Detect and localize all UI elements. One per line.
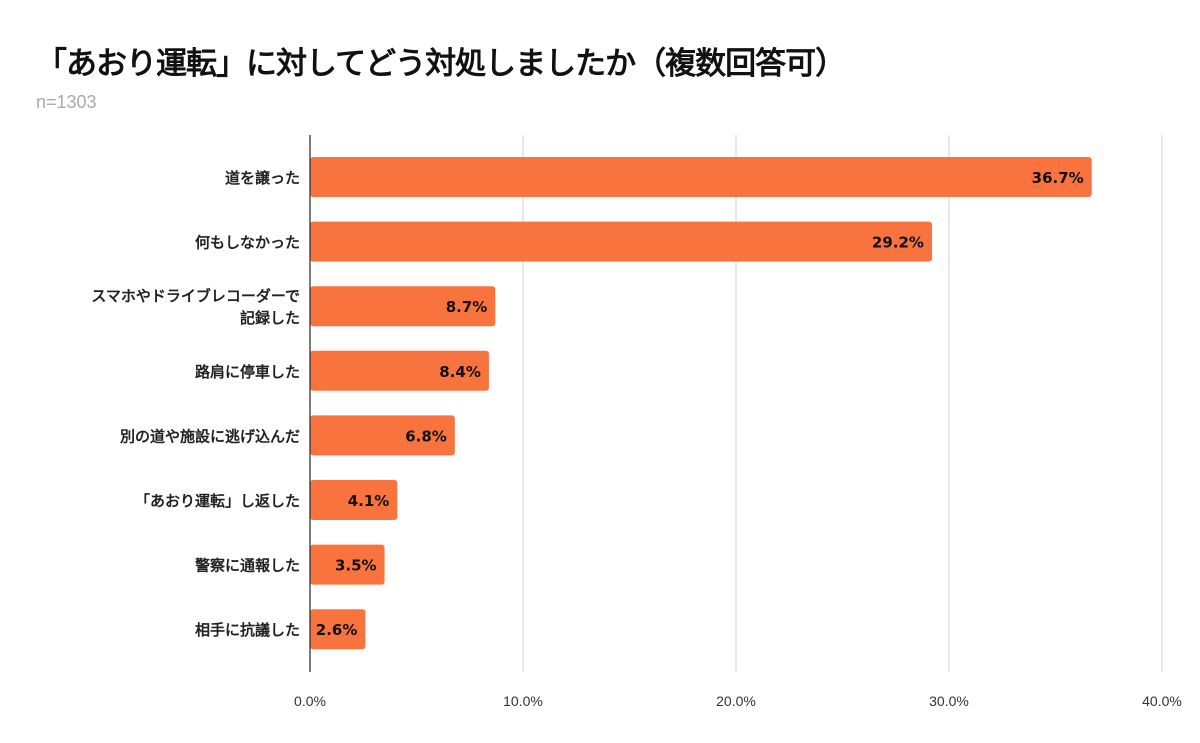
bar xyxy=(310,480,398,520)
bar xyxy=(310,286,496,327)
category-label-line: 「あおり運転」し返した xyxy=(135,492,300,510)
x-tick-label: 30.0% xyxy=(929,693,969,709)
category-label: スマホやドライブレコーダーで記録した xyxy=(91,287,300,327)
x-tick-label: 0.0% xyxy=(294,693,326,709)
category-label: 警察に通報した xyxy=(194,557,300,575)
category-label: 別の道や施設に逃げ込んだ xyxy=(119,427,300,445)
bar xyxy=(310,221,932,262)
category-label-line: 警察に通報した xyxy=(194,557,300,575)
category-label-line: 路肩に停車した xyxy=(195,363,300,381)
x-tick-label: 10.0% xyxy=(503,693,543,709)
x-tick-label: 40.0% xyxy=(1142,693,1182,709)
x-tick-label: 20.0% xyxy=(716,693,756,709)
category-label-line: 何もしなかった xyxy=(195,234,300,252)
category-label: 相手に抗議した xyxy=(195,621,300,639)
category-label: 「あおり運転」し返した xyxy=(135,492,300,510)
category-label-line: 別の道や施設に逃げ込んだ xyxy=(119,427,300,445)
bar xyxy=(310,415,455,456)
bar xyxy=(310,350,489,391)
category-label-line: 記録した xyxy=(240,309,300,327)
data-label: 8.7% xyxy=(446,298,488,316)
data-label: 8.4% xyxy=(439,363,481,381)
data-label: 3.5% xyxy=(335,557,377,575)
category-label: 何もしなかった xyxy=(195,234,300,252)
category-label: 道を譲った xyxy=(225,169,300,187)
data-label: 2.6% xyxy=(316,621,358,639)
data-label: 4.1% xyxy=(348,492,390,510)
data-label: 36.7% xyxy=(1032,169,1084,187)
bar xyxy=(310,609,366,650)
bar xyxy=(310,157,1092,197)
category-label-line: 相手に抗議した xyxy=(195,621,300,639)
bar xyxy=(310,544,385,585)
category-label: 路肩に停車した xyxy=(195,363,300,381)
data-label: 6.8% xyxy=(405,427,447,445)
category-label-line: スマホやドライブレコーダーで xyxy=(91,287,300,305)
category-label-line: 道を譲った xyxy=(225,169,300,187)
chart-subtitle: n=1303 xyxy=(36,92,97,112)
chart-title: 「あおり運転」に対してどう対処しましたか（複数回答可） xyxy=(36,46,846,82)
data-label: 29.2% xyxy=(872,234,924,252)
